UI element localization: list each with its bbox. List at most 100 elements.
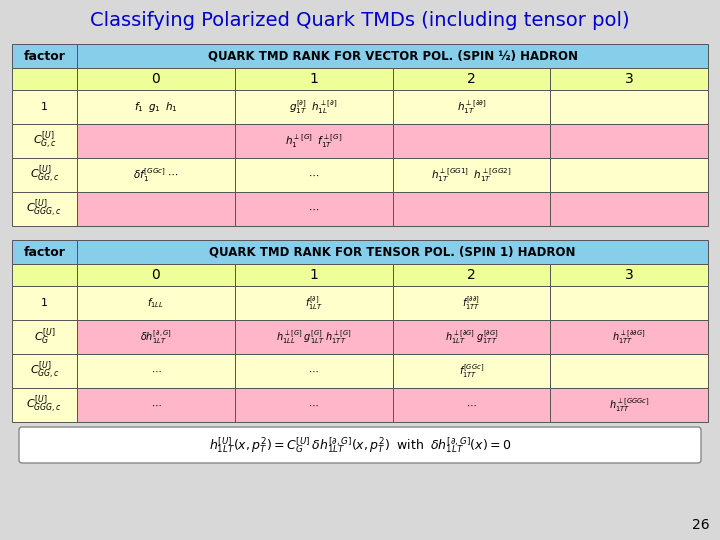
Bar: [235, 90, 392, 124]
Text: $f_{1TT}^{[\partial\partial]}$: $f_{1TT}^{[\partial\partial]}$: [462, 294, 481, 312]
Bar: [392, 286, 550, 320]
Bar: [235, 124, 392, 158]
Text: $g_{1T}^{[\partial]}\;\; h_{1L}^{\perp[\partial]}$: $g_{1T}^{[\partial]}\;\; h_{1L}^{\perp[\…: [289, 98, 338, 116]
Text: $\cdots$: $\cdots$: [308, 204, 319, 214]
Text: $C_{GGG,c}^{[U]}$: $C_{GGG,c}^{[U]}$: [27, 198, 63, 220]
Text: $h_{1LT}^{[U]}(x,p_T^2)=C_G^{[U]}\,\delta h_{1LT}^{[\partial,G]}(x,p_T^2)\;\text: $h_{1LT}^{[U]}(x,p_T^2)=C_G^{[U]}\,\delt…: [209, 435, 511, 455]
Bar: [235, 286, 392, 320]
Text: 2: 2: [467, 268, 476, 282]
Text: $f_{1TT}^{[GGc]}$: $f_{1TT}^{[GGc]}$: [459, 362, 484, 380]
Bar: [12, 264, 77, 286]
Bar: [77, 264, 235, 286]
Bar: [235, 68, 392, 90]
Text: $f_{1LT}^{[\partial]}$: $f_{1LT}^{[\partial]}$: [305, 294, 323, 312]
Text: $\delta f_1^{[GGc]}\;\cdots$: $\delta f_1^{[GGc]}\;\cdots$: [133, 166, 179, 184]
Bar: [12, 90, 77, 124]
Text: 1: 1: [309, 268, 318, 282]
Bar: [392, 264, 550, 286]
Text: 0: 0: [151, 72, 161, 86]
Bar: [77, 158, 235, 192]
Text: $h_{1TT}^{\perp[\partial\partial G]}$: $h_{1TT}^{\perp[\partial\partial G]}$: [613, 328, 646, 346]
Text: $\cdots$: $\cdots$: [466, 400, 477, 410]
Bar: [235, 264, 392, 286]
Text: 1: 1: [41, 102, 48, 112]
Text: $h_{1T}^{\perp[GG1]}\;\; h_{1T}^{\perp[GG2]}$: $h_{1T}^{\perp[GG1]}\;\; h_{1T}^{\perp[G…: [431, 166, 512, 184]
Bar: [77, 286, 235, 320]
Text: 1: 1: [309, 72, 318, 86]
Text: $h_{1LL}^{\perp[G]}\; g_{1LT}^{[G]}\; h_{1TT}^{\perp[G]}$: $h_{1LL}^{\perp[G]}\; g_{1LT}^{[G]}\; h_…: [276, 328, 351, 346]
Bar: [12, 354, 77, 388]
Bar: [12, 192, 77, 226]
Text: 3: 3: [625, 268, 634, 282]
Bar: [235, 158, 392, 192]
Text: $\cdots$: $\cdots$: [150, 400, 161, 410]
Bar: [550, 320, 708, 354]
Text: $h_{1T}^{\perp[\partial\partial]}$: $h_{1T}^{\perp[\partial\partial]}$: [456, 98, 486, 116]
Bar: [77, 192, 235, 226]
Bar: [12, 44, 77, 68]
Text: $h_{1LT}^{\perp[\partial G]}\; g_{1TT}^{[\partial G]}$: $h_{1LT}^{\perp[\partial G]}\; g_{1TT}^{…: [444, 328, 498, 346]
Bar: [392, 192, 550, 226]
Text: 2: 2: [467, 72, 476, 86]
Bar: [77, 354, 235, 388]
Text: 26: 26: [693, 518, 710, 532]
Bar: [550, 388, 708, 422]
Text: factor: factor: [24, 246, 66, 259]
Text: QUARK TMD RANK FOR TENSOR POL. (SPIN 1) HADRON: QUARK TMD RANK FOR TENSOR POL. (SPIN 1) …: [210, 246, 576, 259]
Bar: [77, 124, 235, 158]
Bar: [77, 388, 235, 422]
Text: $C_{G}^{[U]}$: $C_{G}^{[U]}$: [34, 327, 55, 347]
Bar: [550, 124, 708, 158]
Bar: [12, 388, 77, 422]
Bar: [550, 158, 708, 192]
Bar: [12, 240, 77, 264]
Text: $h_{1TT}^{\perp[GGGc]}$: $h_{1TT}^{\perp[GGGc]}$: [608, 396, 649, 414]
Text: $\cdots$: $\cdots$: [308, 170, 319, 180]
Text: $h_1^{\perp[G]}\;\; f_{1T}^{\perp[G]}$: $h_1^{\perp[G]}\;\; f_{1T}^{\perp[G]}$: [285, 132, 342, 150]
Bar: [235, 320, 392, 354]
Bar: [550, 68, 708, 90]
Text: factor: factor: [24, 50, 66, 63]
Bar: [550, 286, 708, 320]
Bar: [12, 68, 77, 90]
Bar: [392, 354, 550, 388]
Text: $f_1\;\; g_1\;\; h_1$: $f_1\;\; g_1\;\; h_1$: [134, 100, 178, 114]
Bar: [77, 44, 708, 68]
Bar: [392, 90, 550, 124]
Bar: [550, 354, 708, 388]
Bar: [235, 354, 392, 388]
Bar: [392, 388, 550, 422]
Bar: [392, 124, 550, 158]
Bar: [392, 68, 550, 90]
Text: $\cdots$: $\cdots$: [308, 366, 319, 376]
Text: $C_{G,c}^{[U]}$: $C_{G,c}^{[U]}$: [32, 130, 56, 152]
Bar: [392, 158, 550, 192]
Text: $\cdots$: $\cdots$: [150, 366, 161, 376]
Bar: [235, 192, 392, 226]
Text: $C_{GG,c}^{[U]}$: $C_{GG,c}^{[U]}$: [30, 360, 60, 382]
Bar: [77, 240, 708, 264]
Text: Classifying Polarized Quark TMDs (including tensor pol): Classifying Polarized Quark TMDs (includ…: [90, 10, 630, 30]
Text: 3: 3: [625, 72, 634, 86]
Bar: [12, 286, 77, 320]
Bar: [392, 320, 550, 354]
Text: $C_{GGG,c}^{[U]}$: $C_{GGG,c}^{[U]}$: [27, 394, 63, 416]
Bar: [12, 320, 77, 354]
Text: 0: 0: [151, 268, 161, 282]
Text: QUARK TMD RANK FOR VECTOR POL. (SPIN ½) HADRON: QUARK TMD RANK FOR VECTOR POL. (SPIN ½) …: [207, 50, 577, 63]
Text: $\delta h_{1LT}^{[\partial,G]}$: $\delta h_{1LT}^{[\partial,G]}$: [140, 328, 172, 346]
FancyBboxPatch shape: [19, 427, 701, 463]
Bar: [12, 158, 77, 192]
Text: 1: 1: [41, 298, 48, 308]
Bar: [550, 90, 708, 124]
Bar: [235, 388, 392, 422]
Bar: [550, 264, 708, 286]
Bar: [77, 320, 235, 354]
Bar: [12, 124, 77, 158]
Bar: [77, 90, 235, 124]
Text: $\cdots$: $\cdots$: [308, 400, 319, 410]
Text: $C_{GG,c}^{[U]}$: $C_{GG,c}^{[U]}$: [30, 164, 60, 186]
Text: $f_{1LL}$: $f_{1LL}$: [148, 296, 164, 310]
Bar: [550, 192, 708, 226]
Bar: [77, 68, 235, 90]
